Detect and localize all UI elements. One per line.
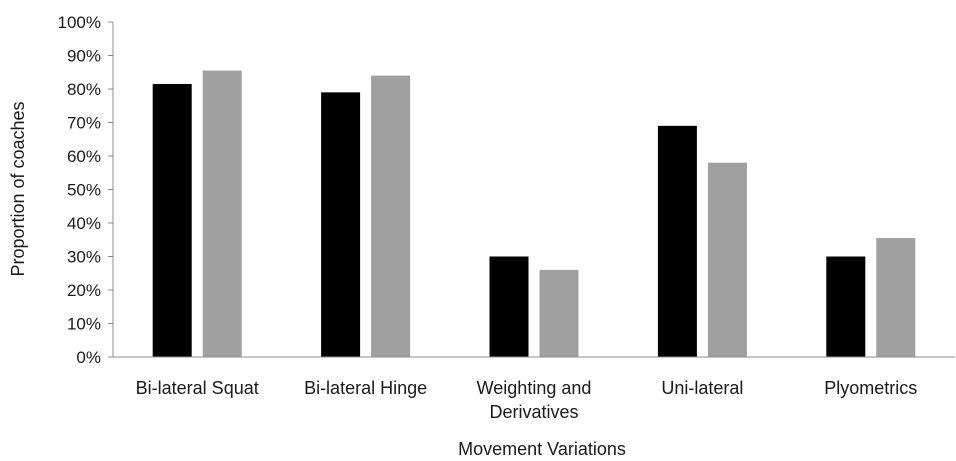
bar-series-2-3 (539, 269, 579, 357)
y-tick-label: 10% (67, 315, 101, 334)
bar-series-2-4 (707, 162, 747, 357)
y-tick-label: 30% (67, 248, 101, 267)
bar-series-1-2 (321, 92, 361, 357)
y-tick-label: 40% (67, 214, 101, 233)
x-axis-title: Movement Variations (458, 439, 626, 459)
x-axis: Bi-lateral Squat Bi-lateral Hinge Weightin… (113, 356, 955, 422)
y-axis-title: Proportion of coaches (8, 101, 28, 276)
y-tick-label: 50% (67, 181, 101, 200)
y-tick-label: 80% (67, 80, 101, 99)
y-tick-label: 0% (76, 348, 101, 367)
y-tick-label: 100% (58, 13, 101, 32)
bar-series-1-1 (152, 83, 192, 357)
y-tick-label: 60% (67, 147, 101, 166)
y-axis: 0% 10% 20% 30% 40% 50% 60% 70% 80% 90% 100% (58, 13, 114, 367)
bar-series-2-2 (371, 75, 411, 357)
y-tick-label: 90% (67, 47, 101, 66)
bar-series-1-4 (657, 125, 697, 357)
bar-series-1-3 (489, 256, 529, 357)
y-tick-label: 20% (67, 281, 101, 300)
y-tick-label: 70% (67, 114, 101, 133)
bars (152, 70, 916, 357)
bar-series-1-5 (826, 256, 866, 357)
x-tick-label: Plyometrics (824, 378, 917, 398)
x-tick-label: Uni-lateral (661, 378, 743, 398)
x-tick-label: Bi-lateral Squat (136, 378, 259, 398)
x-tick-label: Bi-lateral Hinge (304, 378, 427, 398)
x-tick-label: Weighting and Derivatives (477, 378, 592, 422)
bar-series-2-5 (876, 238, 916, 357)
bar-series-2-1 (202, 70, 242, 357)
